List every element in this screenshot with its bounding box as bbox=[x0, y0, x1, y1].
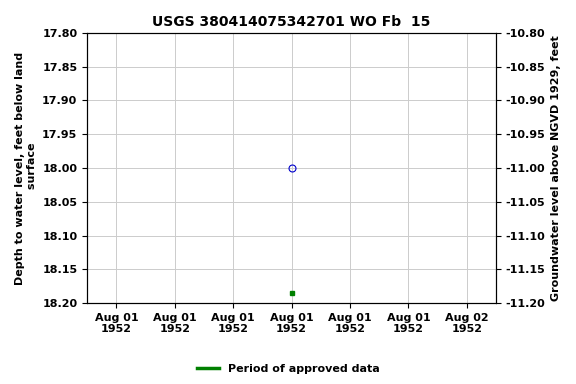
Y-axis label: Depth to water level, feet below land
 surface: Depth to water level, feet below land su… bbox=[15, 51, 37, 285]
Legend: Period of approved data: Period of approved data bbox=[192, 359, 384, 379]
Y-axis label: Groundwater level above NGVD 1929, feet: Groundwater level above NGVD 1929, feet bbox=[551, 35, 561, 301]
Title: USGS 380414075342701 WO Fb  15: USGS 380414075342701 WO Fb 15 bbox=[153, 15, 431, 29]
